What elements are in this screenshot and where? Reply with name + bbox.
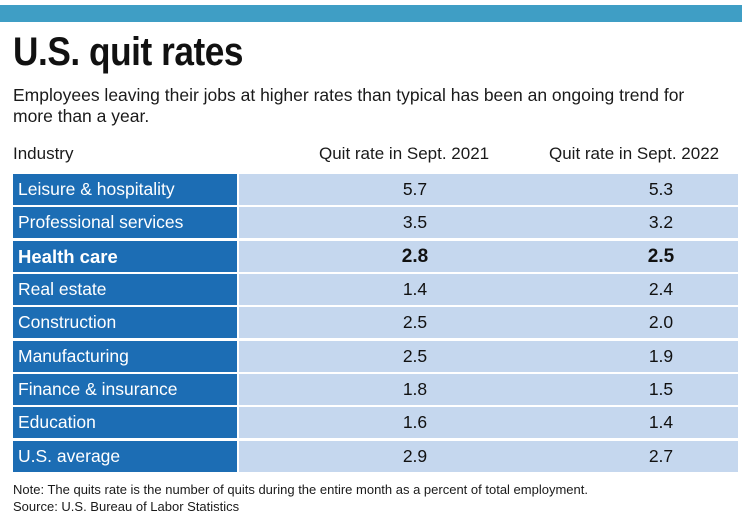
chart-title: U.S. quit rates	[13, 30, 244, 74]
cell-divider	[237, 340, 239, 372]
industry-cell: Construction	[13, 307, 237, 339]
value-sept-2022: 2.5	[647, 245, 675, 267]
value-sept-2021: 1.4	[402, 279, 428, 300]
chart-subtitle: Employees leaving their jobs at higher r…	[13, 85, 685, 126]
cell-divider	[237, 274, 239, 306]
footnote: Note: The quits rate is the number of qu…	[13, 481, 588, 515]
industry-cell: Health care	[13, 240, 237, 272]
cell-divider	[237, 240, 239, 272]
value-sept-2021: 1.8	[402, 379, 428, 400]
industry-cell: Leisure & hospitality	[13, 174, 237, 205]
table-row: Leisure & hospitality 5.7 5.3	[13, 174, 738, 205]
header-industry: Industry	[13, 144, 74, 163]
cell-divider	[237, 440, 239, 472]
cell-divider	[237, 207, 239, 239]
value-sept-2021: 3.5	[402, 212, 428, 233]
value-sept-2022: 2.7	[648, 445, 674, 466]
cell-divider	[237, 307, 239, 339]
industry-cell: Manufacturing	[13, 340, 237, 372]
table-row: U.S. average 2.9 2.7	[13, 440, 738, 472]
table-row: Health care 2.8 2.5	[13, 240, 738, 272]
value-sept-2021: 2.9	[402, 445, 428, 466]
source-text: Source: U.S. Bureau of Labor Statistics	[13, 499, 240, 514]
value-sept-2022: 2.0	[648, 312, 674, 333]
table-row: Construction 2.5 2.0	[13, 307, 738, 339]
industry-cell: U.S. average	[13, 440, 237, 472]
industry-cell: Real estate	[13, 274, 237, 306]
industry-cell: Finance & insurance	[13, 374, 237, 406]
value-sept-2022: 5.3	[648, 179, 674, 199]
cell-divider	[237, 407, 239, 439]
table-row: Manufacturing 2.5 1.9	[13, 340, 738, 372]
table-row: Professional services 3.5 3.2	[13, 207, 738, 239]
value-sept-2021: 2.5	[402, 312, 428, 333]
table-row: Education 1.6 1.4	[13, 407, 738, 439]
industry-cell: Education	[13, 407, 237, 439]
value-sept-2021: 5.7	[402, 179, 428, 199]
cell-divider	[237, 374, 239, 406]
value-sept-2022: 2.4	[648, 279, 674, 300]
value-sept-2022: 1.4	[648, 412, 674, 433]
value-sept-2022: 3.2	[648, 212, 674, 233]
header-sept-2022: Quit rate in Sept. 2022	[549, 144, 720, 163]
value-sept-2021: 2.5	[402, 345, 428, 366]
header-sept-2021: Quit rate in Sept. 2021	[319, 144, 490, 163]
table-header: Industry Quit rate in Sept. 2021 Quit ra…	[13, 144, 738, 166]
note-text: Note: The quits rate is the number of qu…	[13, 482, 588, 497]
table-row: Finance & insurance 1.8 1.5	[13, 374, 738, 406]
table-row: Real estate 1.4 2.4	[13, 274, 738, 306]
quit-rate-table: Leisure & hospitality 5.7 5.3 Professional …	[13, 174, 738, 474]
top-accent-bar	[0, 5, 742, 22]
value-sept-2021: 2.8	[401, 245, 429, 267]
value-sept-2022: 1.5	[648, 379, 674, 400]
industry-cell: Professional services	[13, 207, 237, 239]
cell-divider	[237, 174, 239, 205]
value-sept-2022: 1.9	[648, 345, 674, 366]
value-sept-2021: 1.6	[402, 412, 428, 433]
